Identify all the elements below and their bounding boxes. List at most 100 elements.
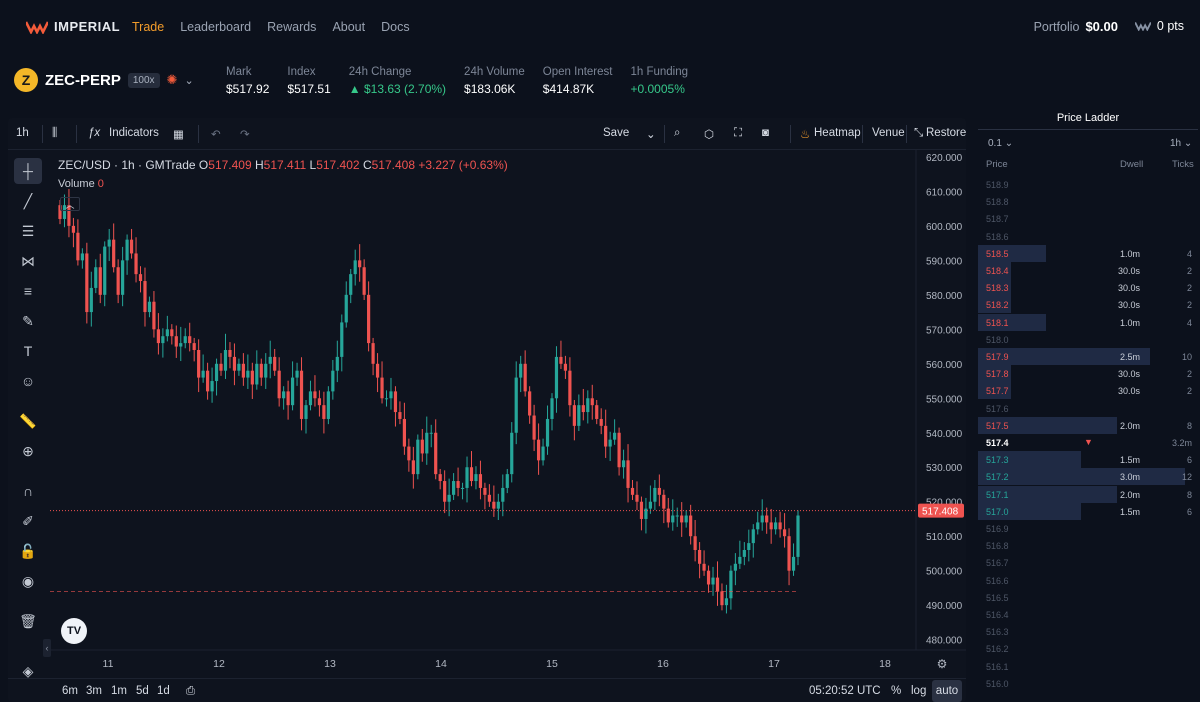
timeframe-6m[interactable]: 6m <box>62 685 78 697</box>
candle-body <box>358 260 362 268</box>
layout-grid-icon[interactable]: ▦ <box>173 129 184 141</box>
ladder-interval-select[interactable]: 1h ⌄ <box>1170 138 1192 149</box>
percent-toggle[interactable]: % <box>891 685 902 697</box>
venue-button[interactable]: Venue <box>872 127 905 139</box>
trend-line-icon[interactable]: ╱ <box>23 192 33 209</box>
ladder-row[interactable]: 518.8 <box>978 193 1198 210</box>
timeframe-1m[interactable]: 1m <box>111 685 127 697</box>
ladder-row[interactable]: 516.4 <box>978 606 1198 623</box>
ladder-row[interactable]: 517.7 30.0s 2 <box>978 382 1198 400</box>
candle-body <box>367 294 371 344</box>
hide-toolbar-icon[interactable]: ‹ <box>43 639 51 657</box>
utc-clock[interactable]: 05:20:52 UTC <box>809 685 881 697</box>
nav-link-leaderboard[interactable]: Leaderboard <box>180 20 252 34</box>
ladder-row[interactable]: 518.9 <box>978 176 1198 193</box>
nav-link-docs[interactable]: Docs <box>381 20 410 34</box>
eye-icon[interactable]: ◉ <box>21 572 35 589</box>
auto-toggle[interactable]: auto <box>932 680 962 702</box>
tradingview-logo[interactable]: TV <box>61 618 87 644</box>
ladder-row[interactable]: 518.7 <box>978 210 1198 227</box>
indicators-button[interactable]: Indicators <box>109 127 159 139</box>
date-range-icon[interactable]: ⎙ <box>186 685 196 697</box>
ladder-row[interactable]: 516.1 <box>978 658 1198 675</box>
pattern-icon[interactable]: ⋈ <box>21 252 35 269</box>
ladder-row[interactable]: 517.2 3.0m 12 <box>978 468 1198 486</box>
timeframe-3m[interactable]: 3m <box>86 685 102 697</box>
restore-button[interactable]: Restore <box>926 127 967 139</box>
symbol-selector[interactable]: Z ZEC-PERP 100x ✺ ⌄ <box>14 68 194 92</box>
tick-size-select[interactable]: 0.1 ⌄ <box>988 138 1013 149</box>
magnet-icon[interactable]: ∩ <box>22 483 34 499</box>
timeframe-5d[interactable]: 5d <box>136 685 149 697</box>
lock-icon[interactable]: 🔓 <box>19 542 37 559</box>
ladder-row[interactable]: 516.9 <box>978 520 1198 537</box>
ladder-row[interactable]: 516.3 <box>978 623 1198 640</box>
interval-button[interactable]: 1h <box>16 127 29 139</box>
candles-icon[interactable]: ⫼ <box>52 127 58 139</box>
ladder-row[interactable]: 518.5 1.0m 4 <box>978 244 1198 262</box>
candle-body <box>313 391 317 399</box>
camera-icon[interactable]: ◙ <box>762 127 769 139</box>
candle-body <box>425 432 429 454</box>
heatmap-button[interactable]: Heatmap <box>814 127 861 139</box>
ladder-row[interactable]: 517.6 <box>978 400 1198 417</box>
lock-drawing-icon[interactable]: ✐ <box>22 512 34 529</box>
brand-logo[interactable]: IMPERIAL <box>26 19 120 34</box>
zoom-in-icon[interactable]: ⊕ <box>22 442 34 459</box>
legend-title: ZEC/USD · 1h · GMTrade <box>58 158 196 172</box>
candle-body <box>340 322 344 357</box>
ladder-row[interactable]: 516.0 <box>978 675 1198 692</box>
candle-body <box>380 377 384 399</box>
chevron-down-icon[interactable]: ⌄ <box>184 74 194 87</box>
log-toggle[interactable]: log <box>911 685 927 697</box>
ladder-row[interactable]: 516.6 <box>978 572 1198 589</box>
ladder-row[interactable]: 516.5 <box>978 589 1198 606</box>
ladder-row[interactable]: 517.1 2.0m 8 <box>978 485 1198 503</box>
undo-icon[interactable]: ↶ <box>211 129 221 141</box>
ladder-row[interactable]: 517.5 2.0m 8 <box>978 416 1198 434</box>
nav-link-rewards[interactable]: Rewards <box>267 20 317 34</box>
text-tool-icon[interactable]: T <box>23 343 33 359</box>
fib-icon[interactable]: ≡ <box>23 283 33 299</box>
fullscreen-icon[interactable]: ⛶ <box>734 127 743 139</box>
ladder-row[interactable]: 516.7 <box>978 554 1198 571</box>
search-icon[interactable]: ⌕ <box>674 127 681 139</box>
candle-body <box>648 501 652 509</box>
save-menu-chevron-icon[interactable]: ⌄ <box>646 129 656 141</box>
ladder-row[interactable]: 518.1 1.0m 4 <box>978 313 1198 331</box>
restore-icon[interactable]: ⤡ <box>914 127 924 139</box>
ladder-row[interactable]: 518.3 30.0s 2 <box>978 279 1198 297</box>
ladder-row[interactable]: 517.4 ▼ 3.2m <box>978 434 1198 451</box>
emoji-icon[interactable]: ☺ <box>20 373 36 389</box>
ruler-icon[interactable]: 📏 <box>19 412 37 429</box>
price-chart[interactable]: 620.000 610.000 600.000 590.000 580.000 570.0… <box>50 150 966 676</box>
ladder-row[interactable]: 517.9 2.5m 10 <box>978 348 1198 365</box>
axis-settings-icon[interactable]: ⚙ <box>937 657 948 671</box>
crosshair-icon[interactable]: ┼ <box>14 158 42 184</box>
timeframe-1d[interactable]: 1d <box>157 685 170 697</box>
nav-link-trade[interactable]: Trade <box>132 20 165 34</box>
ladder-ticks: 2 <box>1186 369 1192 380</box>
layers-icon[interactable]: ◈ <box>22 662 34 679</box>
ladder-price: 518.5 <box>986 248 1009 259</box>
ladder-row[interactable]: 518.2 30.0s 2 <box>978 296 1198 314</box>
ladder-row[interactable]: 517.3 1.5m 6 <box>978 451 1198 469</box>
redo-icon[interactable]: ↷ <box>240 129 250 141</box>
horizontal-lines-icon[interactable]: ☰ <box>21 222 35 239</box>
trash-icon[interactable]: 🗑 <box>19 612 37 629</box>
portfolio[interactable]: Portfolio $0.00 <box>1034 19 1118 34</box>
ladder-row[interactable]: 518.0 <box>978 331 1198 348</box>
ladder-row[interactable]: 518.6 <box>978 228 1198 245</box>
save-button[interactable]: Save <box>603 127 630 139</box>
ladder-row[interactable]: 516.2 <box>978 640 1198 657</box>
nav-link-about[interactable]: About <box>332 20 366 34</box>
ladder-row[interactable]: 516.8 <box>978 537 1198 554</box>
settings-icon[interactable]: ⬡ <box>704 129 715 141</box>
legend-close-label: C <box>362 158 372 172</box>
ladder-row[interactable]: 517.0 1.5m 6 <box>978 502 1198 520</box>
brush-icon[interactable]: ✎ <box>22 312 34 329</box>
ladder-row[interactable]: 518.4 30.0s 2 <box>978 262 1198 279</box>
collapse-legend-icon[interactable]: ︿ <box>60 197 80 211</box>
points[interactable]: 0 pts <box>1134 19 1184 33</box>
ladder-row[interactable]: 517.8 30.0s 2 <box>978 365 1198 383</box>
